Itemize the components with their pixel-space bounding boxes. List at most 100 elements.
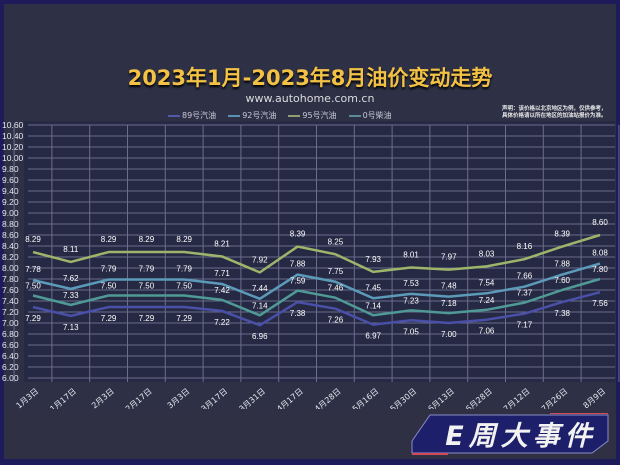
- legend-item-95[interactable]: 95号汽油: [288, 110, 337, 121]
- data-label: 7.17: [517, 321, 533, 330]
- disclaimer-note: 声明：该价格以北京地区为例，仅供参考， 具体价格请以所在地区的加油站报价为准。: [502, 106, 620, 120]
- x-tick-label: 8月9日: [581, 387, 607, 411]
- legend-item-89[interactable]: 89号汽油: [168, 110, 216, 121]
- y-tick-label: 9.40: [2, 186, 19, 196]
- data-label: 6.96: [252, 332, 268, 341]
- y-tick-label: 10.60: [2, 120, 24, 130]
- data-label: 8.29: [176, 235, 192, 244]
- data-label: 7.29: [25, 314, 41, 323]
- series-line: [32, 262, 601, 301]
- data-label: 7.80: [592, 265, 608, 274]
- x-tick-label: 2月3日: [90, 387, 116, 411]
- y-tick-label: 6.80: [2, 329, 19, 339]
- disclaimer-line-2: 具体价格请以所在地区的加油站报价为准。: [502, 113, 607, 119]
- data-label: 7.93: [365, 255, 381, 264]
- data-label: 7.50: [139, 282, 155, 291]
- x-tick-label: 3月3日: [166, 387, 192, 411]
- data-label: 7.79: [176, 265, 192, 274]
- data-label: 7.50: [25, 282, 41, 291]
- data-label: 7.29: [101, 314, 117, 323]
- data-label: 7.26: [328, 316, 344, 325]
- series-line: [32, 277, 601, 317]
- data-label: 7.14: [252, 301, 268, 310]
- legend-swatch-icon: [288, 114, 301, 117]
- banner-shape: [411, 413, 609, 455]
- data-label: 7.50: [176, 282, 192, 291]
- y-tick-label: 6.20: [2, 362, 19, 372]
- data-label: 7.24: [479, 296, 495, 305]
- data-label: 7.14: [365, 301, 381, 310]
- data-label: 7.29: [176, 314, 192, 323]
- data-label: 7.79: [101, 265, 117, 274]
- data-label: 8.03: [479, 249, 495, 258]
- data-label: 7.29: [139, 314, 155, 323]
- y-tick-label: 7.40: [2, 296, 19, 306]
- data-label: 7.33: [63, 291, 79, 300]
- y-tick-label: 10.20: [2, 142, 24, 152]
- data-label: 7.00: [441, 330, 457, 339]
- chart-title: 2023年1月-2023年8月油价变动走势: [127, 66, 493, 90]
- data-label: 7.79: [139, 265, 155, 274]
- data-label: 8.25: [328, 237, 344, 246]
- data-label: 6.97: [365, 332, 381, 341]
- y-tick-label: 9.00: [2, 208, 19, 218]
- data-label: 7.92: [252, 255, 268, 264]
- legend-label: 0号柴油: [362, 111, 392, 120]
- legend-label: 89号汽油: [182, 111, 217, 120]
- data-label: 7.62: [63, 274, 79, 283]
- data-label: 7.56: [592, 299, 608, 308]
- data-label: 7.37: [517, 289, 533, 298]
- data-label: 7.46: [328, 284, 344, 293]
- y-tick-label: 9.80: [2, 164, 19, 174]
- data-label: 7.44: [252, 284, 268, 293]
- y-tick-label: 7.60: [2, 285, 19, 295]
- data-label: 7.23: [403, 296, 419, 305]
- data-label: 8.29: [139, 235, 155, 244]
- series-line: [32, 233, 601, 274]
- data-label: 8.29: [25, 235, 41, 244]
- data-label: 8.01: [403, 250, 419, 259]
- data-label: 7.38: [554, 309, 570, 318]
- legend-item-diesel[interactable]: 0号柴油: [348, 110, 392, 121]
- data-label: 7.50: [101, 282, 117, 291]
- data-label: 8.08: [592, 249, 608, 258]
- data-label: 7.88: [554, 260, 570, 269]
- y-tick-label: 9.20: [2, 197, 19, 207]
- data-label: 8.39: [290, 230, 306, 239]
- data-label: 7.48: [441, 282, 457, 291]
- data-label: 7.38: [290, 309, 306, 318]
- data-label: 7.06: [479, 327, 495, 336]
- data-label: 7.53: [403, 279, 419, 288]
- data-label: 7.60: [554, 276, 570, 285]
- data-label: 7.71: [214, 269, 230, 278]
- data-label: 7.22: [214, 318, 230, 327]
- x-tick-label: 1月3日: [14, 387, 40, 411]
- data-label: 7.42: [214, 286, 230, 295]
- legend-swatch-icon: [228, 114, 241, 117]
- y-tick-label: 7.20: [2, 307, 19, 317]
- data-label: 7.59: [290, 277, 306, 286]
- data-label: 7.45: [365, 283, 381, 292]
- data-label: 7.05: [403, 327, 419, 336]
- data-label: 7.88: [290, 260, 306, 269]
- y-tick-label: 8.60: [2, 230, 19, 240]
- data-label: 7.54: [479, 278, 495, 287]
- legend-swatch-icon: [348, 114, 361, 117]
- data-label: 7.18: [441, 299, 457, 308]
- data-label: 8.16: [517, 242, 533, 251]
- y-tick-label: 8.00: [2, 263, 19, 273]
- data-label: 7.78: [25, 265, 41, 274]
- data-label: 7.97: [441, 253, 457, 262]
- disclaimer-line-1: 声明：该价格以北京地区为例，仅供参考，: [502, 106, 607, 112]
- y-tick-label: 10.00: [2, 153, 24, 163]
- chart-subtitle: www.autohome.com.cn: [245, 92, 375, 105]
- data-label: 8.39: [554, 230, 570, 239]
- legend-label: 92号汽油: [242, 111, 277, 120]
- data-label: 7.66: [517, 272, 533, 281]
- legend-item-92[interactable]: 92号汽油: [228, 110, 276, 121]
- data-label: 8.60: [592, 218, 608, 227]
- legend-label: 95号汽油: [302, 111, 337, 120]
- data-label: 7.13: [63, 323, 79, 332]
- banner-text: E周大事件: [445, 421, 597, 452]
